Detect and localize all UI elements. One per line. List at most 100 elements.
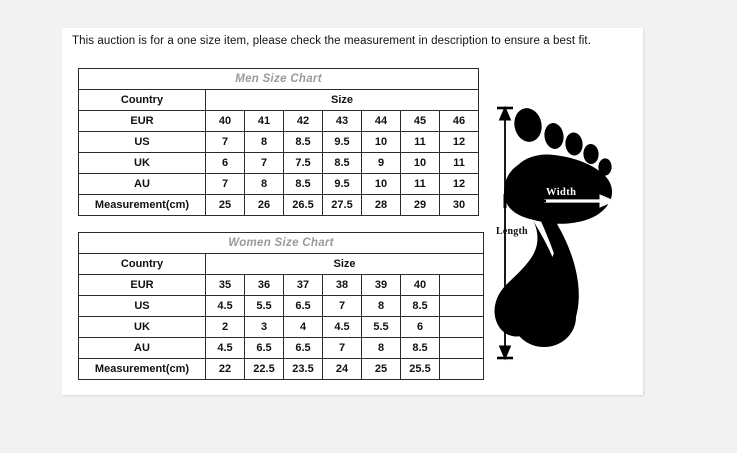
table-cell-empty: [438, 337, 485, 359]
width-label: Width: [546, 187, 577, 198]
table-cell: 30: [438, 194, 480, 216]
table-cell: 6.5: [244, 337, 284, 359]
table-cell: 40: [205, 110, 245, 132]
table-cell: 44: [361, 110, 401, 132]
men-size-chart-table: Men Size Chart Country Size EUR 40 41 42…: [77, 68, 480, 216]
women-row-label-eur: EUR: [78, 274, 206, 296]
width-arrow-icon: [544, 194, 616, 208]
table-cell: 6.5: [283, 295, 323, 317]
table-cell: 12: [438, 173, 480, 195]
table-row: Measurement(cm) 22 22.5 23.5 24 25 25.5: [78, 358, 485, 380]
content-panel: This auction is for a one size item, ple…: [62, 28, 643, 395]
table-cell: 10: [361, 173, 401, 195]
table-cell: 22.5: [244, 358, 284, 380]
women-country-header: Country: [78, 253, 206, 275]
table-cell: 28: [361, 194, 401, 216]
table-cell: 10: [400, 152, 440, 174]
table-cell: 8: [361, 295, 401, 317]
table-cell: 22: [205, 358, 245, 380]
table-cell: 7: [322, 295, 362, 317]
table-cell: 40: [400, 274, 440, 296]
intro-text: This auction is for a one size item, ple…: [72, 35, 592, 47]
table-row: EUR 40 41 42 43 44 45 46: [78, 110, 480, 132]
table-cell: 12: [438, 131, 480, 153]
women-title-row: Women Size Chart: [77, 232, 485, 254]
table-cell: 7: [244, 152, 284, 174]
men-row-label-measurement: Measurement(cm): [78, 194, 206, 216]
women-size-header: Size: [204, 253, 485, 275]
length-arrow-icon: [497, 105, 513, 361]
table-cell: 25: [361, 358, 401, 380]
table-cell: 10: [361, 131, 401, 153]
table-cell: 7: [205, 131, 245, 153]
table-cell: 39: [361, 274, 401, 296]
table-cell: 8.5: [400, 337, 440, 359]
men-country-header: Country: [78, 89, 206, 111]
table-cell: 6: [205, 152, 245, 174]
table-cell: 26: [244, 194, 284, 216]
table-cell: 9: [361, 152, 401, 174]
table-cell: 3: [244, 316, 284, 338]
table-row: AU 7 8 8.5 9.5 10 11 12: [78, 173, 480, 195]
women-row-label-au: AU: [78, 337, 206, 359]
table-row: UK 2 3 4 4.5 5.5 6: [78, 316, 485, 338]
table-cell: 7.5: [283, 152, 323, 174]
table-cell: 11: [400, 173, 440, 195]
foot-measurement-diagram: Length Width: [492, 103, 637, 368]
table-row: EUR 35 36 37 38 39 40: [78, 274, 485, 296]
table-cell: 4: [283, 316, 323, 338]
men-row-label-us: US: [78, 131, 206, 153]
table-row: US 7 8 8.5 9.5 10 11 12: [78, 131, 480, 153]
table-cell: 37: [283, 274, 323, 296]
table-cell: 9.5: [322, 173, 362, 195]
table-cell: 27.5: [322, 194, 362, 216]
table-cell: 38: [322, 274, 362, 296]
table-cell: 8.5: [283, 131, 323, 153]
table-cell: 9.5: [322, 131, 362, 153]
table-cell-empty: [438, 295, 485, 317]
table-cell: 26.5: [283, 194, 323, 216]
table-cell-empty: [438, 316, 485, 338]
women-header-row: Country Size: [78, 253, 485, 275]
table-cell: 8: [244, 173, 284, 195]
table-cell: 5.5: [361, 316, 401, 338]
table-cell: 7: [322, 337, 362, 359]
table-cell: 29: [400, 194, 440, 216]
table-cell: 36: [244, 274, 284, 296]
men-title-row: Men Size Chart: [77, 68, 480, 90]
table-cell: 24: [322, 358, 362, 380]
women-size-chart-table: Women Size Chart Country Size EUR 35 36 …: [77, 232, 485, 380]
men-row-label-uk: UK: [78, 152, 206, 174]
women-row-label-uk: UK: [78, 316, 206, 338]
women-chart-title: Women Size Chart: [77, 232, 485, 254]
table-cell: 6.5: [283, 337, 323, 359]
women-row-label-us: US: [78, 295, 206, 317]
footprint-icon: [494, 105, 616, 361]
table-cell: 8.5: [400, 295, 440, 317]
men-row-label-eur: EUR: [78, 110, 206, 132]
table-cell: 8.5: [283, 173, 323, 195]
women-row-label-measurement: Measurement(cm): [78, 358, 206, 380]
table-cell: 23.5: [283, 358, 323, 380]
table-cell: 4.5: [205, 295, 245, 317]
table-cell: 7: [205, 173, 245, 195]
table-cell: 46: [438, 110, 480, 132]
table-cell: 6: [400, 316, 440, 338]
men-chart-title: Men Size Chart: [77, 68, 480, 90]
table-cell: 8: [361, 337, 401, 359]
table-row: UK 6 7 7.5 8.5 9 10 11: [78, 152, 480, 174]
men-size-header: Size: [204, 89, 480, 111]
table-cell: 43: [322, 110, 362, 132]
table-cell: 2: [205, 316, 245, 338]
men-row-label-au: AU: [78, 173, 206, 195]
table-cell-empty: [438, 358, 485, 380]
table-cell: 45: [400, 110, 440, 132]
table-row: US 4.5 5.5 6.5 7 8 8.5: [78, 295, 485, 317]
table-cell: 4.5: [205, 337, 245, 359]
table-cell: 11: [400, 131, 440, 153]
table-cell: 42: [283, 110, 323, 132]
table-cell: 35: [205, 274, 245, 296]
table-row: Measurement(cm) 25 26 26.5 27.5 28 29 30: [78, 194, 480, 216]
table-cell: 4.5: [322, 316, 362, 338]
